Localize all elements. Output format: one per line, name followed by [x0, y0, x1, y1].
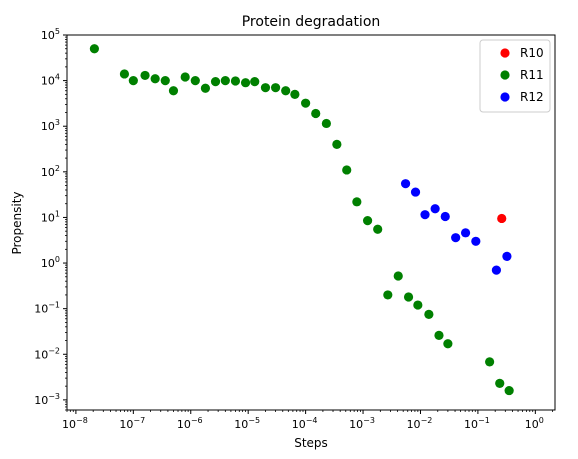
x-axis: 10−8 10−7 10−6 10−5 10−4 10−3 10−2 10−1 100: [62, 410, 554, 431]
point-r11: [321, 118, 331, 129]
point-r11: [190, 76, 200, 86]
y-axis: 10−3 10−2 10−1 100 101 102 103 104 105: [34, 27, 67, 411]
point-r11: [281, 86, 291, 96]
point-r11: [393, 271, 403, 281]
point-r11: [230, 76, 241, 86]
point-r11: [89, 44, 100, 54]
xtick-tick-label: 100: [525, 416, 544, 431]
xtick-tick-label: 10−3: [349, 416, 375, 431]
point-r11: [260, 83, 271, 93]
point-r12: [430, 204, 440, 214]
legend-box: [479, 39, 551, 113]
point-r11: [301, 98, 311, 108]
point-r11: [180, 72, 190, 82]
plot-frame: [66, 34, 556, 411]
point-r12: [440, 211, 450, 222]
xtick-tick-label: 10−6: [177, 416, 203, 431]
point-r11: [443, 339, 453, 349]
legend-label-r11: R11: [520, 68, 544, 82]
point-r11: [485, 357, 495, 367]
point-r12: [420, 210, 430, 220]
ytick-tick-label: 10−2: [34, 346, 60, 361]
point-r11: [362, 216, 373, 226]
point-r11: [119, 69, 130, 79]
xtick-tick-label: 10−7: [119, 416, 145, 431]
point-r11: [311, 108, 321, 119]
data-points: [89, 44, 514, 396]
xtick-tick-label: 10−5: [234, 416, 260, 431]
point-r11: [434, 330, 444, 340]
ytick-tick-label: 10−1: [34, 301, 60, 316]
point-r11: [168, 86, 179, 96]
point-r11: [495, 378, 505, 388]
xtick-tick-label: 10−4: [292, 416, 318, 431]
legend-marker-r12: [500, 92, 510, 102]
point-r12: [410, 187, 421, 197]
ytick-tick-label: 103: [41, 118, 60, 133]
point-r11: [383, 290, 393, 300]
point-r11: [403, 292, 414, 302]
ytick-tick-label: 10−3: [34, 392, 60, 407]
xtick-tick-label: 10−2: [407, 416, 433, 431]
point-r11: [424, 309, 434, 319]
point-r11: [504, 385, 514, 396]
point-r11: [332, 139, 342, 149]
legend-marker-r10: [500, 48, 510, 58]
point-r11: [210, 77, 221, 87]
point-r11: [270, 83, 281, 93]
x-axis-label: Steps: [294, 436, 328, 450]
point-r11: [373, 224, 383, 234]
ytick-tick-label: 105: [41, 27, 60, 42]
ytick-tick-label: 102: [41, 164, 60, 179]
point-r11: [342, 165, 352, 175]
plot-area: [66, 34, 556, 411]
point-r12: [451, 233, 461, 243]
point-r12: [491, 265, 502, 275]
legend-marker-r11: [500, 70, 510, 80]
y-axis-label: Propensity: [10, 191, 24, 254]
point-r12: [471, 236, 481, 246]
ytick-tick-label: 104: [41, 73, 60, 88]
point-r12: [400, 179, 411, 189]
point-r12: [502, 251, 512, 261]
legend: R10 R11 R12: [479, 39, 551, 113]
point-r11: [160, 76, 170, 86]
point-r11: [150, 74, 160, 84]
ytick-tick-label: 101: [41, 209, 60, 224]
point-r11: [352, 197, 362, 207]
legend-label-r12: R12: [520, 90, 544, 104]
point-r11: [250, 77, 260, 87]
point-r11: [220, 76, 230, 86]
legend-label-r10: R10: [520, 46, 544, 60]
point-r11: [413, 300, 423, 310]
point-r10: [497, 213, 507, 224]
point-r11: [290, 89, 300, 99]
point-r11: [140, 70, 150, 81]
point-r12: [460, 228, 471, 238]
xtick-tick-label: 10−1: [464, 416, 490, 431]
xtick-tick-label: 10−8: [62, 416, 88, 431]
point-r11: [240, 78, 251, 88]
point-r11: [128, 76, 138, 86]
point-r11: [200, 83, 211, 93]
ytick-tick-label: 100: [41, 255, 60, 270]
chart-title: Protein degradation: [242, 14, 381, 30]
